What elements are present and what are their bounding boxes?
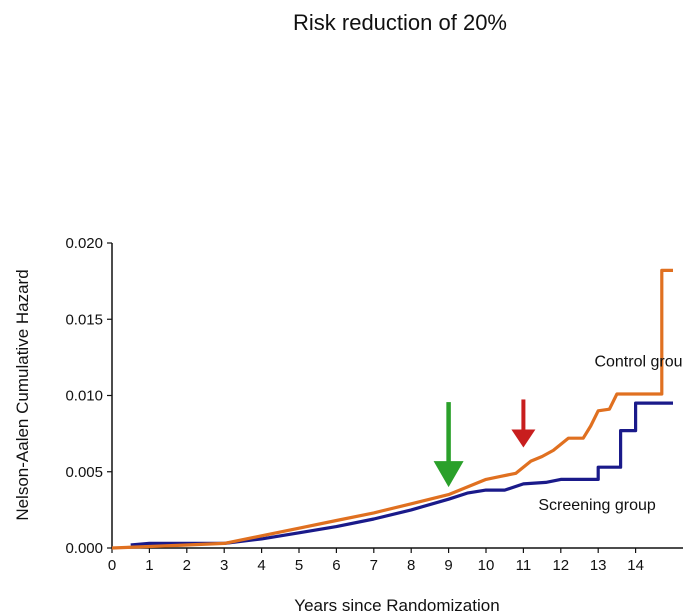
series-labels: Control group Screening group [538,354,683,514]
y-tick-label: 0.010 [65,388,103,405]
x-tick-label: 8 [407,557,415,574]
x-axis-ticks: 0 1 2 3 4 5 6 7 8 9 10 11 12 13 14 [108,548,644,574]
x-tick-label: 4 [257,557,265,574]
x-tick-label: 14 [627,557,644,574]
y-tick-label: 0.020 [65,235,103,252]
x-tick-label: 0 [108,557,116,574]
x-tick-label: 3 [220,557,228,574]
series-line-control-group [111,268,673,550]
x-axis-title: Years since Randomization [294,596,499,615]
y-tick-label: 0.015 [65,311,103,328]
x-tick-label: 1 [145,557,153,574]
x-tick-label: 12 [552,557,569,574]
series-line-screening-group [130,401,673,547]
x-tick-label: 11 [516,557,532,574]
y-axis-title: Nelson-Aalen Cumulative Hazard [13,269,32,520]
series-label: Control group [594,354,683,371]
chart-title: Risk reduction of 20% [293,10,507,35]
series-label: Screening group [538,497,656,514]
y-tick-label: 0.005 [65,464,103,481]
series-lines [111,268,673,550]
x-tick-label: 2 [183,557,191,574]
y-axis-ticks: 0.000 0.005 0.010 0.015 0.020 [65,235,112,557]
x-tick-label: 9 [444,557,452,574]
red-arrow-icon [511,399,536,448]
x-tick-label: 7 [370,557,378,574]
y-tick-label: 0.000 [65,540,103,557]
x-tick-label: 6 [332,557,340,574]
annotation-arrows [433,399,536,488]
x-tick-label: 10 [478,557,495,574]
green-arrow-icon [433,402,464,488]
x-tick-label: 5 [295,557,303,574]
x-tick-label: 13 [590,557,607,574]
